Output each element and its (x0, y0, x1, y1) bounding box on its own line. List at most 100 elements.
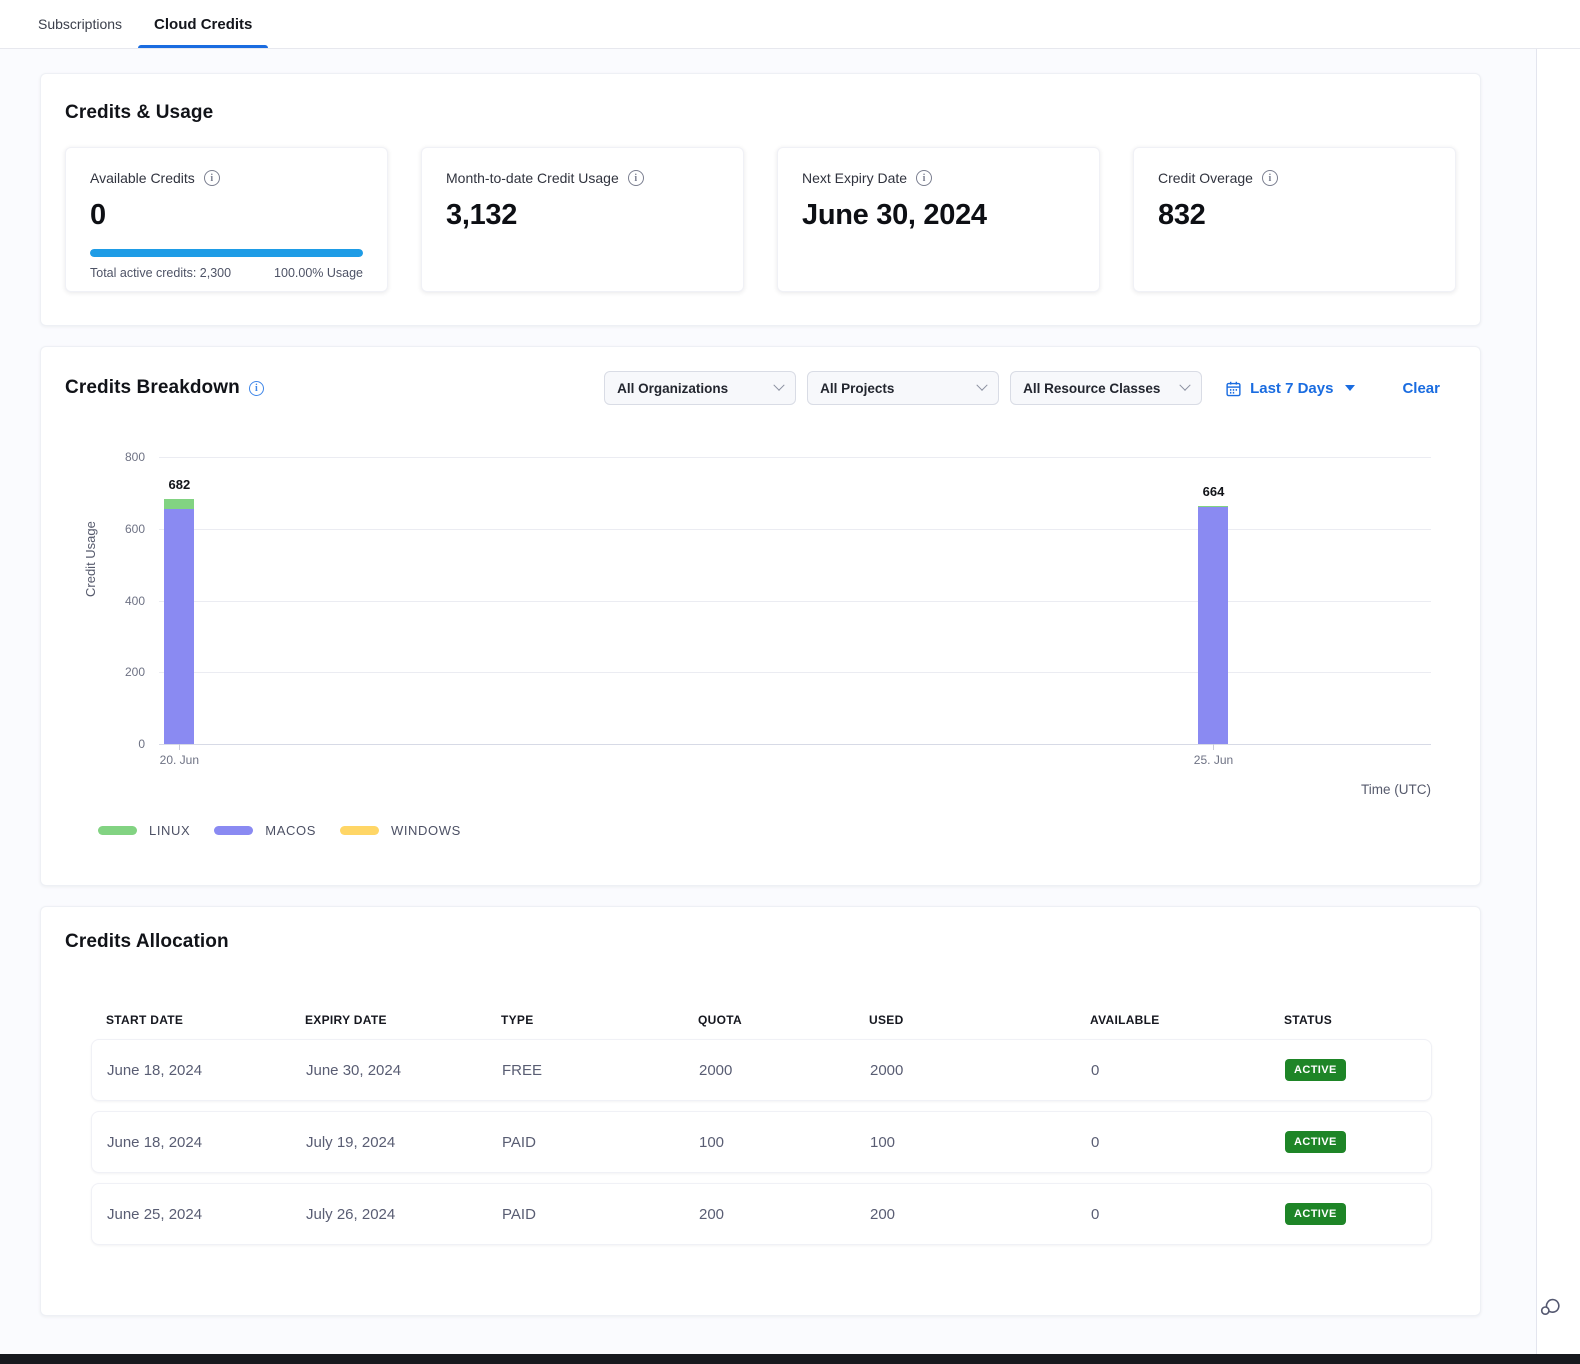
credits-allocation-title: Credits Allocation (65, 931, 1456, 953)
cell-type: PAID (502, 1206, 699, 1223)
legend-label: MACOS (265, 823, 316, 838)
mtd-usage-label: Month-to-date Credit Usage (446, 170, 619, 186)
date-range-value: Last 7 Days (1250, 380, 1333, 397)
info-icon[interactable]: i (1262, 170, 1278, 186)
table-header-row: START DATE EXPIRY DATE TYPE QUOTA USED A… (91, 1011, 1432, 1029)
cell-type: FREE (502, 1062, 699, 1079)
legend-swatch (340, 826, 379, 835)
bar-value-label: 682 (149, 477, 209, 492)
usage-percent-text: 100.00% Usage (274, 266, 363, 280)
x-axis-title: Time (UTC) (1361, 782, 1431, 797)
x-tick-mark (179, 744, 180, 750)
available-credits-card: Available Credits i 0 Total active credi… (65, 147, 388, 292)
credits-progress-bar (90, 249, 363, 257)
info-icon[interactable]: i (628, 170, 644, 186)
cell-expiry-date: July 26, 2024 (306, 1206, 502, 1223)
cell-used: 200 (870, 1206, 1091, 1223)
y-tick-label: 400 (101, 594, 145, 608)
table-row: June 18, 2024 July 19, 2024 PAID 100 100… (91, 1111, 1432, 1173)
gridline (159, 529, 1431, 530)
credits-usage-title: Credits & Usage (65, 102, 1456, 124)
gridline (159, 672, 1431, 673)
legend-item-linux[interactable]: LINUX (98, 823, 190, 838)
caret-down-icon (1345, 385, 1355, 391)
legend-item-macos[interactable]: MACOS (214, 823, 316, 838)
gridline (159, 457, 1431, 458)
cell-expiry-date: July 19, 2024 (306, 1134, 502, 1151)
credits-breakdown-title: Credits Breakdown (65, 377, 240, 399)
x-tick-label: 25. Jun (1194, 753, 1233, 767)
cell-type: PAID (502, 1134, 699, 1151)
info-icon[interactable]: i (204, 170, 220, 186)
credits-allocation-table: START DATE EXPIRY DATE TYPE QUOTA USED A… (91, 1011, 1432, 1245)
cell-start-date: June 18, 2024 (107, 1062, 306, 1079)
resource-classes-filter-select[interactable]: All Resource Classes (1010, 371, 1202, 405)
cell-quota: 100 (699, 1134, 870, 1151)
chart-bar[interactable] (1198, 506, 1228, 744)
next-expiry-label: Next Expiry Date (802, 170, 907, 186)
cell-quota: 200 (699, 1206, 870, 1223)
info-icon[interactable]: i (916, 170, 932, 186)
available-credits-value: 0 (90, 199, 363, 232)
chevron-down-icon (976, 380, 987, 391)
resource-classes-filter-value: All Resource Classes (1023, 381, 1160, 396)
cell-used: 2000 (870, 1062, 1091, 1079)
cell-used: 100 (870, 1134, 1091, 1151)
projects-filter-value: All Projects (820, 381, 894, 396)
x-tick-label: 20. Jun (160, 753, 199, 767)
status-badge: ACTIVE (1285, 1131, 1346, 1153)
legend-label: WINDOWS (391, 823, 461, 838)
status-badge: ACTIVE (1285, 1059, 1346, 1081)
bar-value-label: 664 (1183, 484, 1243, 499)
credit-overage-label: Credit Overage (1158, 170, 1253, 186)
y-axis-title: Credit Usage (83, 417, 98, 597)
bottom-edge-bar (0, 1354, 1580, 1364)
legend-label: LINUX (149, 823, 190, 838)
chat-support-icon[interactable] (1536, 1292, 1564, 1320)
table-row: June 25, 2024 July 26, 2024 PAID 200 200… (91, 1183, 1432, 1245)
credits-breakdown-section: Credits Breakdown i All Organizations Al… (40, 346, 1481, 886)
tab-subscriptions[interactable]: Subscriptions (22, 0, 138, 48)
chevron-down-icon (1179, 380, 1190, 391)
cell-available: 0 (1091, 1134, 1285, 1151)
organizations-filter-value: All Organizations (617, 381, 728, 396)
legend-item-windows[interactable]: WINDOWS (340, 823, 461, 838)
chart-bar[interactable] (164, 499, 194, 744)
cell-available: 0 (1091, 1206, 1285, 1223)
col-type: TYPE (501, 1013, 698, 1027)
cell-start-date: June 18, 2024 (107, 1134, 306, 1151)
mtd-usage-card: Month-to-date Credit Usage i 3,132 (421, 147, 744, 292)
cell-available: 0 (1091, 1062, 1285, 1079)
clear-filters-button[interactable]: Clear (1402, 380, 1440, 397)
available-credits-progress-fill (90, 249, 363, 257)
y-tick-label: 0 (101, 737, 145, 751)
bar-segment-macos (1198, 507, 1228, 744)
col-expiry-date: EXPIRY DATE (305, 1013, 501, 1027)
table-row: June 18, 2024 June 30, 2024 FREE 2000 20… (91, 1039, 1432, 1101)
legend-swatch (98, 826, 137, 835)
legend-swatch (214, 826, 253, 835)
tab-cloud-credits[interactable]: Cloud Credits (138, 0, 268, 48)
cell-start-date: June 25, 2024 (107, 1206, 306, 1223)
y-tick-label: 800 (101, 450, 145, 464)
right-gutter (1536, 49, 1580, 1354)
main-content: Credits & Usage Available Credits i 0 To… (0, 49, 1536, 1316)
credit-overage-card: Credit Overage i 832 (1133, 147, 1456, 292)
x-tick-mark (1213, 744, 1214, 750)
projects-filter-select[interactable]: All Projects (807, 371, 999, 405)
next-expiry-value: June 30, 2024 (802, 199, 1075, 232)
available-credits-label: Available Credits (90, 170, 195, 186)
info-icon[interactable]: i (249, 381, 264, 396)
y-tick-label: 600 (101, 522, 145, 536)
date-range-picker[interactable]: Last 7 Days (1225, 380, 1355, 397)
col-quota: QUOTA (698, 1013, 869, 1027)
col-start-date: START DATE (106, 1013, 305, 1027)
cell-quota: 2000 (699, 1062, 870, 1079)
chevron-down-icon (773, 380, 784, 391)
cell-expiry-date: June 30, 2024 (306, 1062, 502, 1079)
mtd-usage-value: 3,132 (446, 199, 719, 232)
bar-segment-linux (164, 499, 194, 509)
stat-card-row: Available Credits i 0 Total active credi… (65, 147, 1456, 292)
gridline (159, 744, 1431, 745)
organizations-filter-select[interactable]: All Organizations (604, 371, 796, 405)
